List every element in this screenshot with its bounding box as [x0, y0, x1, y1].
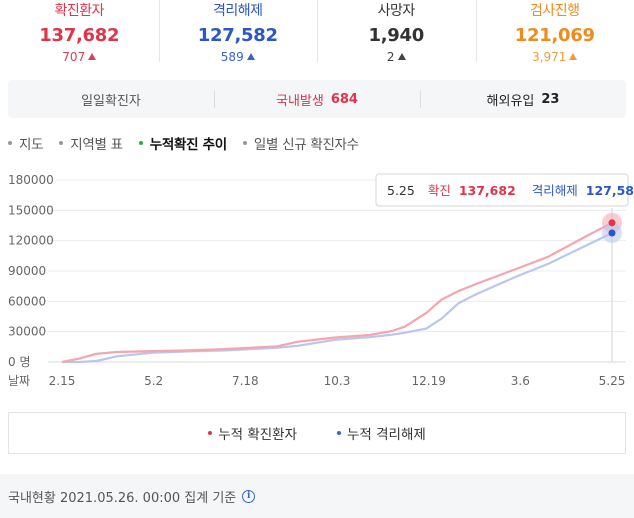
tab-region-table[interactable]: 지역별 표: [59, 133, 123, 153]
x-axis-ticks: 날짜 2.15 5.2 7.18 10.3 12.19 3.6 5.25: [8, 374, 625, 388]
marker-point: [608, 229, 616, 237]
stat-label: 확진환자: [54, 3, 105, 19]
y-tick-label: 0 명: [8, 355, 31, 369]
stat-confirmed: 확진환자 137,682 707: [0, 0, 159, 64]
stat-value: 137,682: [39, 25, 120, 46]
up-arrow-icon: [88, 53, 97, 60]
y-tick-label: 30000: [8, 325, 46, 339]
tooltip-released-value: 127,582: [586, 183, 634, 198]
stat-delta: 3,971: [476, 49, 634, 65]
tooltip-box: [375, 173, 629, 207]
tab-cumulative-trend[interactable]: 누적확진 추이: [138, 133, 227, 153]
stat-label: 검사진행: [529, 3, 580, 19]
tooltip-released-label: 격리해제: [532, 183, 578, 198]
overseas-tab[interactable]: 해외유입 23: [420, 80, 626, 118]
daily-summary-bar: 일일확진자 국내발생 684 해외유입 23: [8, 80, 626, 118]
stat-value: 1,940: [368, 25, 425, 46]
tab-daily-new[interactable]: 일별 신규 확진자수: [242, 133, 359, 153]
y-axis-ticks: 0 명 30000 60000 90000 120000 150000 180000: [8, 173, 54, 369]
tooltip-confirmed-label: 확진: [428, 183, 451, 198]
legend-item-confirmed[interactable]: 누적 확진환자: [208, 423, 297, 443]
x-tick-label: 10.3: [324, 374, 351, 388]
y-tick-label: 120000: [8, 234, 54, 248]
footer-text: 국내현황 2021.05.26. 00:00 집계 기준: [8, 490, 237, 506]
stat-delta: 707: [0, 49, 159, 65]
bullet-icon: [242, 141, 247, 145]
series-lines: [61, 221, 613, 364]
bullet-icon: [8, 141, 12, 145]
info-icon[interactable]: i: [242, 489, 256, 503]
overseas-value: 23: [541, 91, 560, 107]
legend-item-released[interactable]: 누적 격리해제: [337, 423, 426, 443]
x-tick-label: 5.25: [599, 374, 626, 388]
stat-delta: 589: [159, 49, 318, 65]
domestic-label: 국내발생: [276, 93, 324, 109]
tooltip-content: 5.25 확진 137,682 격리해제 127,582: [387, 183, 634, 198]
daily-confirmed-label: 일일확진자: [81, 93, 141, 109]
chart-tooltip: 5.25 확진 137,682 격리해제 127,582: [375, 173, 634, 207]
stat-value: 127,582: [197, 25, 278, 46]
x-tick-label: 2.15: [49, 374, 76, 388]
stat-delta: 2: [317, 49, 476, 65]
tab-label: 누적확진 추이: [149, 137, 227, 153]
stat-released: 격리해제 127,582 589: [158, 0, 318, 65]
stat-delta-value: 707: [62, 50, 86, 64]
domestic-tab[interactable]: 국내발생 684: [214, 80, 420, 118]
stats-row: 확진환자 137,682 707 격리해제 127,582 589 사망자 1,…: [0, 0, 634, 72]
x-axis-label: 날짜: [8, 374, 30, 388]
hover-markers: [602, 212, 622, 244]
y-tick-label: 150000: [8, 203, 54, 217]
stat-value: 121,069: [514, 25, 595, 46]
up-arrow-icon: [397, 53, 406, 60]
bullet-icon: [59, 141, 64, 145]
stat-label: 사망자: [377, 3, 416, 19]
tooltip-date: 5.25: [387, 183, 415, 198]
tab-label: 지역별 표: [70, 137, 123, 153]
series-line: [61, 221, 613, 364]
domestic-value: 684: [330, 91, 358, 107]
tooltip-confirmed-value: 137,682: [459, 183, 516, 198]
stat-testing: 검사진행 121,069 3,971: [475, 0, 634, 65]
legend-label: 누적 확진환자: [218, 427, 297, 443]
marker-point: [608, 219, 616, 227]
cumulative-chart: 0 명 30000 60000 90000 120000 150000 180000 날짜 2…: [8, 173, 634, 388]
series-line: [62, 232, 613, 364]
stat-delta-value: 589: [220, 50, 244, 64]
chart-legend: 누적 확진환자 누적 격리해제: [8, 412, 626, 454]
x-tick-label: 12.19: [411, 374, 445, 388]
stat-deaths: 사망자 1,940 2: [317, 0, 476, 64]
bullet-icon: [138, 141, 143, 145]
x-tick-label: 5.2: [144, 374, 163, 388]
stat-label: 격리해제: [212, 3, 263, 19]
view-tabs: 지도 지역별 표 누적확진 추이 일별 신규 확진자수: [8, 131, 375, 155]
footer: 국내현황 2021.05.26. 00:00 집계 기준 i: [0, 474, 634, 518]
stat-delta-value: 2: [386, 50, 395, 64]
stat-delta-value: 3,971: [532, 50, 567, 64]
x-tick-label: 3.6: [511, 374, 530, 388]
overseas-label: 해외유입: [486, 93, 535, 109]
y-tick-label: 180000: [8, 173, 54, 187]
up-arrow-icon: [569, 53, 578, 60]
tab-label: 일별 신규 확진자수: [253, 137, 359, 153]
y-tick-label: 90000: [8, 264, 46, 278]
grid-lines: [48, 179, 626, 363]
legend-label: 누적 격리해제: [347, 427, 426, 443]
up-arrow-icon: [246, 53, 255, 60]
tab-map[interactable]: 지도: [8, 133, 44, 153]
x-tick-label: 7.18: [232, 374, 259, 388]
tab-label: 지도: [19, 137, 44, 153]
daily-confirmed-tab[interactable]: 일일확진자: [8, 80, 214, 118]
blue-dot-icon: [337, 431, 341, 435]
y-tick-label: 60000: [8, 294, 46, 308]
red-dot-icon: [208, 431, 213, 435]
